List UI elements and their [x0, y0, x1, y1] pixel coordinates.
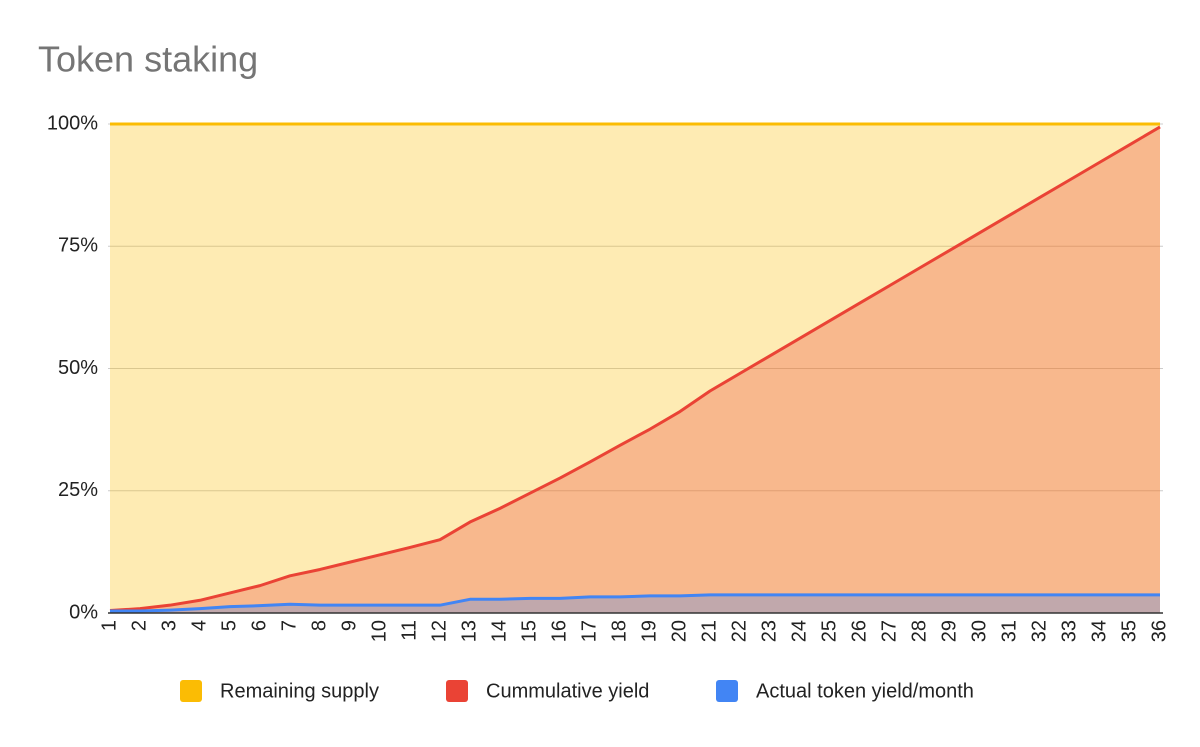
y-tick-label: 50%: [58, 357, 98, 379]
x-tick-label: 10: [368, 620, 390, 642]
x-tick-label: 33: [1058, 620, 1080, 642]
x-tick-label: 25: [818, 620, 840, 642]
x-tick-label: 16: [548, 620, 570, 642]
area: [110, 124, 1160, 613]
legend-swatch: [180, 680, 202, 702]
chart-title: Token staking: [38, 39, 258, 80]
x-tick-label: 12: [428, 620, 450, 642]
y-tick-label: 0%: [69, 601, 98, 623]
x-tick-label: 30: [968, 620, 990, 642]
x-tick-label: 3: [158, 620, 180, 631]
x-tick-label: 13: [458, 620, 480, 642]
x-tick-label: 11: [398, 620, 420, 641]
x-tick-label: 7: [278, 620, 300, 631]
line: [109, 125, 1161, 613]
x-tick-label: 18: [608, 620, 630, 642]
x-tick-label: 29: [938, 620, 960, 642]
x-tick-label: 34: [1088, 620, 1110, 642]
x-tick-label: 21: [698, 620, 720, 642]
x-tick-label: 32: [1028, 620, 1050, 642]
x-tick-label: 27: [878, 620, 900, 642]
x-tick-label: 28: [908, 620, 930, 642]
x-tick-label: 26: [848, 620, 870, 642]
x-tick-label: 8: [308, 620, 330, 631]
x-tick-label: 4: [188, 620, 210, 631]
x-tick-label: 31: [998, 620, 1020, 642]
x-tick-label: 17: [578, 620, 600, 642]
x-tick-label: 14: [488, 620, 510, 642]
x-tick-label: 2: [128, 620, 150, 631]
area: [110, 126, 1160, 614]
legend-label: Actual token yield/month: [756, 680, 974, 702]
y-tick-label: 25%: [58, 479, 98, 501]
x-tick-label: 24: [788, 620, 810, 642]
x-tick-label: 1: [98, 620, 120, 631]
x-tick-label: 9: [338, 620, 360, 631]
x-tick-label: 6: [248, 620, 270, 631]
y-tick-label: 100%: [47, 112, 98, 134]
x-tick-label: 19: [638, 620, 660, 642]
line: [110, 593, 1160, 613]
area: [110, 594, 1160, 613]
legend-swatch: [446, 680, 468, 702]
x-tick-label: 36: [1148, 620, 1170, 642]
x-tick-label: 35: [1118, 620, 1140, 642]
legend-label: Remaining supply: [220, 680, 379, 702]
x-tick-label: 20: [668, 620, 690, 642]
x-tick-label: 23: [758, 620, 780, 642]
legend-swatch: [716, 680, 738, 702]
x-tick-label: 15: [518, 620, 540, 642]
x-tick-label: 22: [728, 620, 750, 642]
y-tick-label: 75%: [58, 235, 98, 257]
legend-label: Cummulative yield: [486, 680, 649, 702]
x-tick-label: 5: [218, 620, 240, 631]
